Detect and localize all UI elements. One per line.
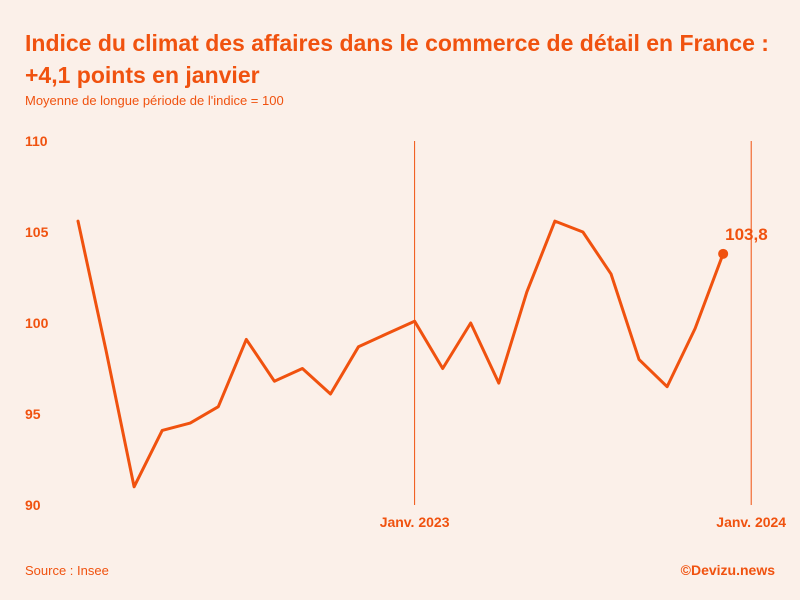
chart-title: Indice du climat des affaires dans le co…: [25, 30, 769, 88]
source-note: Source : Insee: [25, 563, 109, 578]
chart-subtitle: Moyenne de longue période de l'indice = …: [25, 93, 284, 108]
last-point-label: 103,8: [725, 225, 768, 244]
x-tick-label: Janv. 2023: [380, 514, 450, 530]
y-tick-label: 90: [25, 497, 41, 513]
brand-credit: ©Devizu.news: [680, 562, 775, 578]
x-tick-label: Janv. 2024: [716, 514, 786, 530]
series-line: [76, 219, 725, 489]
y-tick-label: 110: [25, 133, 48, 149]
y-tick-label: 105: [25, 224, 49, 240]
y-tick-label: 95: [25, 406, 41, 422]
last-point-dot: [718, 248, 729, 259]
y-tick-label: 100: [25, 315, 49, 331]
